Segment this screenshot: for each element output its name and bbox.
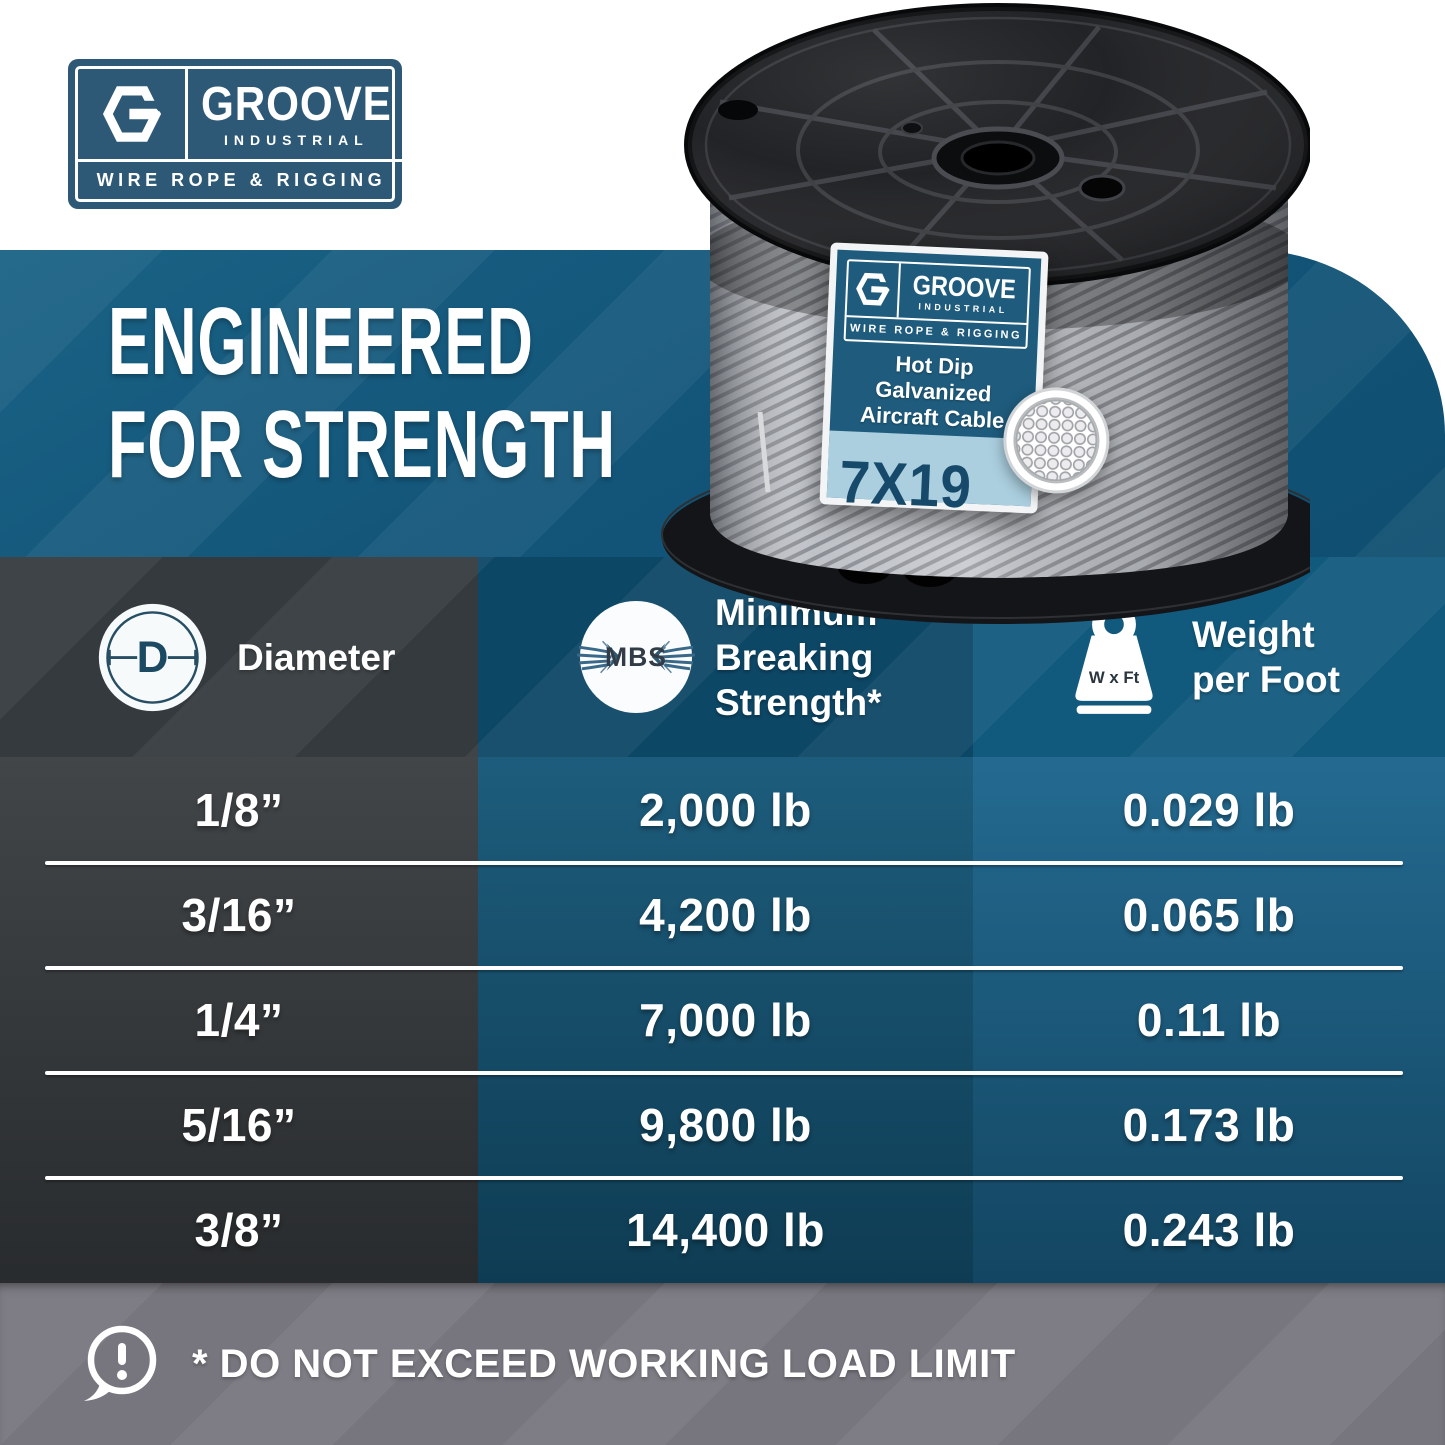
cell-mbs: 14,400 lb	[626, 1204, 825, 1257]
alert-bubble-icon	[84, 1325, 157, 1401]
label-product-name: Hot Dip Galvanized Aircraft Cable	[859, 351, 1005, 434]
cell-mbs: 2,000 lb	[639, 783, 812, 836]
column-header-diameter: D Diameter	[0, 557, 478, 757]
label-brand-name: GROOVE	[911, 269, 1017, 304]
cell-diameter: 5/16”	[181, 1099, 297, 1152]
spec-table: D Diameter	[0, 557, 1445, 1283]
column-label: Weight per Foot	[1192, 614, 1340, 700]
cable-spool-photo: GROOVE INDUSTRIAL WIRE ROPE & RIGGING Ho…	[650, 0, 1310, 650]
row-divider	[45, 966, 1403, 970]
cell-weight: 0.029 lb	[1122, 783, 1296, 836]
table-row: 1/4” 7,000 lb 0.11 lb	[0, 967, 1445, 1072]
row-divider	[45, 1176, 1403, 1180]
svg-text:D: D	[137, 632, 169, 681]
cell-mbs: 7,000 lb	[639, 993, 812, 1046]
column-label: Diameter	[237, 636, 396, 678]
cell-weight: 0.11 lb	[1136, 993, 1282, 1046]
groove-hex-icon	[846, 261, 901, 318]
weight-icon: W x Ft	[1075, 602, 1153, 714]
headline: ENGINEERED FOR STRENGTH	[108, 290, 616, 496]
cell-weight: 0.065 lb	[1122, 888, 1296, 941]
spool-top-flange	[684, 3, 1310, 287]
table-row: 1/8” 2,000 lb 0.029 lb	[0, 757, 1445, 862]
cell-diameter: 1/4”	[194, 993, 284, 1046]
svg-text:MBS: MBS	[605, 642, 667, 672]
cell-mbs: 9,800 lb	[639, 1099, 812, 1152]
logo-tagline: WIRE ROPE & RIGGING	[96, 170, 387, 190]
row-divider	[45, 861, 1403, 865]
footer-warning: * DO NOT EXCEED WORKING LOAD LIMIT	[0, 1283, 1445, 1445]
cell-mbs: 4,200 lb	[639, 888, 812, 941]
cell-weight: 0.173 lb	[1122, 1099, 1296, 1152]
cable-cross-section-icon	[1001, 385, 1112, 496]
groove-hex-icon	[78, 69, 188, 159]
cell-diameter: 3/8”	[194, 1204, 284, 1257]
table-body: 1/8” 2,000 lb 0.029 lb 3/16” 4,200 lb 0.…	[0, 757, 1445, 1283]
headline-line2: FOR STRENGTH	[108, 391, 616, 498]
headline-line1: ENGINEERED	[108, 288, 534, 395]
diameter-icon: D	[98, 603, 207, 711]
spool-product-label: GROOVE INDUSTRIAL WIRE ROPE & RIGGING Ho…	[819, 242, 1112, 521]
svg-text:W x Ft: W x Ft	[1089, 668, 1140, 687]
cell-diameter: 1/8”	[194, 783, 284, 836]
cell-weight: 0.243 lb	[1122, 1204, 1296, 1257]
table-row: 3/16” 4,200 lb 0.065 lb	[0, 862, 1445, 967]
cell-diameter: 3/16”	[181, 888, 297, 941]
logo-sub: INDUSTRIAL	[223, 131, 369, 148]
table-row: 3/8” 14,400 lb 0.243 lb	[0, 1178, 1445, 1283]
label-brand-logo: GROOVE INDUSTRIAL WIRE ROPE & RIGGING	[843, 259, 1031, 350]
column-header-weight: W x Ft Weight per Foot	[973, 557, 1445, 757]
footer-note-text: * DO NOT EXCEED WORKING LOAD LIMIT	[192, 1341, 1016, 1386]
logo-name: GROOVE	[201, 77, 392, 131]
brand-logo: GROOVE INDUSTRIAL WIRE ROPE & RIGGING	[68, 59, 405, 209]
table-row: 5/16” 9,800 lb 0.173 lb	[0, 1073, 1445, 1178]
label-construction: 7X19	[837, 448, 974, 521]
row-divider	[45, 1071, 1403, 1075]
mbs-icon: MBS	[577, 600, 695, 714]
